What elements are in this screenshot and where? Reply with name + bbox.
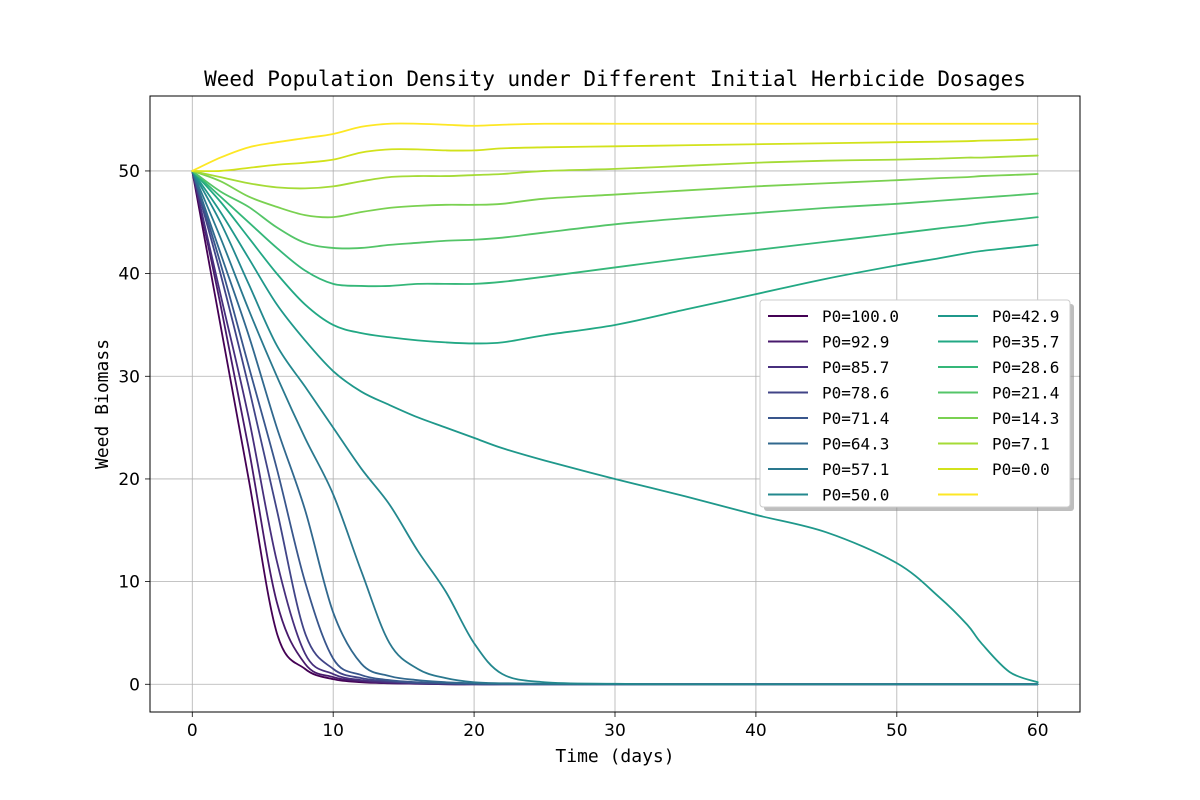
legend-label: P0=21.4 [992,384,1059,403]
legend-label: P0=7.1 [992,435,1050,454]
y-tick-label: 40 [118,265,140,285]
axis-ticks: 0 10 20 30 40 50 60 0 10 20 30 40 50 [118,162,1048,741]
x-tick-label: 0 [187,721,198,741]
legend-label: P0=78.6 [822,384,889,403]
y-tick-label: 20 [118,470,140,490]
series-lines [191,122,1039,686]
series-line [191,122,1039,172]
y-tick-label: 10 [118,573,140,593]
y-axis-label: Weed Biomass [92,339,113,469]
legend-label: P0=42.9 [992,307,1059,326]
series-line [191,170,1039,219]
x-axis-label: Time (days) [555,746,674,767]
y-tick-label: 0 [129,675,140,695]
legend-box [759,299,1071,508]
series-line [191,138,1039,173]
legend-label: P0=100.0 [822,307,899,326]
legend-label: P0=64.3 [822,435,889,454]
y-tick-label: 30 [118,367,140,387]
legend: P0=100.0 P0=92.9 P0=85.7 P0=78.6 P0=71.4 P0=6… [759,299,1074,511]
legend-label: P0=85.7 [822,358,889,377]
legend-label: P0=0.0 [992,460,1050,479]
y-tick-label: 50 [118,162,140,182]
x-tick-label: 40 [745,721,767,741]
x-tick-label: 50 [886,721,908,741]
x-tick-label: 20 [463,721,485,741]
series-line [191,170,1039,684]
x-tick-label: 10 [322,721,344,741]
legend-label: P0=50.0 [822,486,889,505]
series-line [191,170,1039,345]
legend-label: P0=28.6 [992,358,1059,377]
series-line [191,154,1039,190]
x-tick-label: 60 [1027,721,1049,741]
legend-label: P0=92.9 [822,333,889,352]
series-line [191,170,1039,288]
series-line [191,170,1039,686]
chart-title: Weed Population Density under Different … [204,67,1026,91]
legend-label: P0=35.7 [992,333,1059,352]
legend-label: P0=57.1 [822,460,889,479]
series-line [191,170,1039,250]
x-tick-label: 30 [604,721,626,741]
legend-label: P0=71.4 [822,409,889,428]
legend-label: P0=14.3 [992,409,1059,428]
